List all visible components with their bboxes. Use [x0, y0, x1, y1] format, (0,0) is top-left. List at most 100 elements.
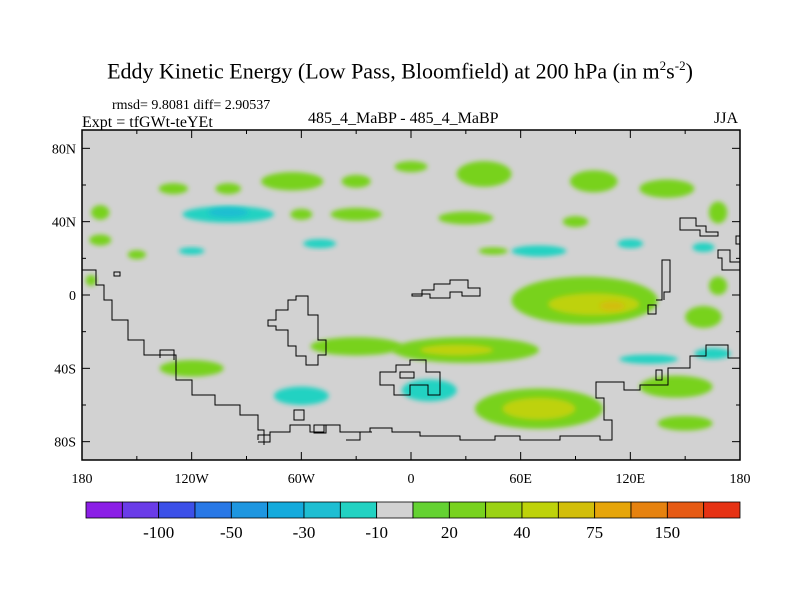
colorbar-swatch [121, 501, 160, 519]
x-axis: 180 120W 60W 0 60E 120E 180 [72, 130, 751, 487]
field-region-0 [91, 205, 110, 220]
coastline-antarctica-east [346, 431, 372, 441]
coastline-island-2 [293, 409, 305, 421]
field-region-19 [127, 250, 146, 260]
y-tick-label: 40N [52, 216, 76, 231]
field-region-2 [158, 183, 189, 195]
field-region-35 [619, 354, 678, 364]
field-region-27 [685, 306, 722, 328]
coastline-madagascar [399, 371, 415, 379]
colorbar-swatch [557, 501, 596, 519]
colorbar-label: -100 [143, 523, 174, 542]
field-region-10 [708, 201, 728, 224]
field-region-13 [330, 207, 382, 221]
x-tick-label: 120W [175, 472, 210, 487]
field-region-36 [694, 348, 731, 360]
field-region-6 [394, 161, 428, 173]
coastline-antarctica-west [257, 434, 270, 440]
chart-title: Eddy Kinetic Energy (Low Pass, Bloomfiel… [0, 58, 800, 84]
colorbar-swatch [412, 501, 450, 519]
colorbar-label: 40 [514, 523, 531, 542]
colorbar-swatch [194, 501, 232, 519]
field-region-32 [159, 360, 224, 377]
title-superscript-2: 2 [659, 58, 667, 73]
coastline-japan [735, 235, 740, 245]
coastline-equatorial [411, 279, 481, 299]
colorbar-swatch [85, 501, 123, 519]
colorbar-swatch [339, 501, 378, 519]
title-superscript-minus2: -2 [674, 58, 686, 73]
field-region-40 [657, 416, 713, 431]
colorbar-label: 150 [655, 523, 681, 542]
coastline-island-1 [113, 271, 121, 277]
field-region-1 [89, 234, 112, 246]
coastline-africa-south [379, 359, 441, 396]
colorbar-swatch [267, 501, 305, 519]
x-tick-label: 0 [408, 472, 415, 487]
colorbar-swatch [703, 501, 741, 519]
field-region-38 [502, 397, 576, 420]
field-region-41 [85, 274, 97, 286]
colorbar-label: 20 [441, 523, 458, 542]
field-region-3 [215, 183, 242, 195]
colorbar-label: -30 [293, 523, 316, 542]
field-region-20 [511, 245, 567, 257]
field-region-34 [273, 386, 329, 406]
field-region-23 [478, 247, 508, 255]
coastline-layer [82, 217, 740, 445]
field-layer [85, 161, 731, 431]
coastline-island-3 [313, 424, 327, 434]
y-tick-label: 80S [54, 436, 76, 451]
x-tick-label: 180 [730, 472, 751, 487]
colorbar-swatch [376, 501, 414, 519]
coastline-antarctic-peninsula [258, 344, 740, 443]
field-region-9 [639, 179, 695, 198]
field-region-22 [692, 242, 715, 252]
coastline-south-america [82, 269, 265, 445]
colorbar-swatch [230, 501, 269, 519]
y-tick-label: 40S [54, 362, 76, 377]
y-axis: 80N 40N 0 40S 80S [52, 142, 740, 451]
field-region-8 [570, 170, 618, 193]
experiment-label: Expt = tfGWt-teYEt [82, 114, 213, 131]
field-region-5 [341, 174, 371, 188]
field-region-12 [208, 207, 249, 218]
season-label: JJA [714, 110, 739, 127]
x-tick-label: 120E [616, 472, 646, 487]
coastline-east-asia [717, 249, 740, 271]
colorbar-swatch [666, 501, 705, 519]
colorbar-swatch [448, 501, 487, 519]
field-region-4 [261, 172, 324, 191]
field-region-14 [290, 208, 313, 220]
title-end: ) [685, 58, 693, 84]
coastline-indonesia [656, 259, 671, 301]
coastline-australia-east [655, 369, 663, 381]
field-region-29 [310, 337, 402, 356]
field-region-21 [617, 239, 644, 249]
coastline-philippines [647, 304, 657, 315]
colorbar-swatch [521, 501, 559, 519]
field-region-15 [438, 211, 494, 225]
colorbar-swatch [485, 501, 523, 519]
colorbar-label: 75 [586, 523, 603, 542]
coastline-north-africa [267, 295, 327, 366]
stats-label: rmsd= 9.8081 diff= 2.90537 [112, 98, 271, 113]
run-label: 485_4_MaBP - 485_4_MaBP [308, 110, 499, 127]
field-region-18 [178, 247, 205, 255]
colorbar-swatch [630, 501, 668, 519]
field-region-28 [708, 276, 728, 296]
colorbar-swatch [594, 501, 632, 519]
field-region-17 [303, 239, 337, 249]
colorbar-swatch [158, 501, 196, 519]
y-tick-label: 0 [69, 289, 76, 304]
title-mid: s [666, 58, 675, 84]
colorbar-label: -50 [220, 523, 243, 542]
field-region-26 [599, 301, 625, 311]
x-tick-label: 60W [288, 472, 316, 487]
coastline-pacific-islands [679, 217, 719, 237]
colorbar-swatch [303, 501, 341, 519]
field-region-31 [420, 344, 494, 356]
title-main: Eddy Kinetic Energy (Low Pass, Bloomfiel… [107, 58, 660, 84]
colorbar: -100 -50 -30 -10 20 40 75 150 [85, 501, 741, 542]
field-region-25 [548, 293, 640, 316]
